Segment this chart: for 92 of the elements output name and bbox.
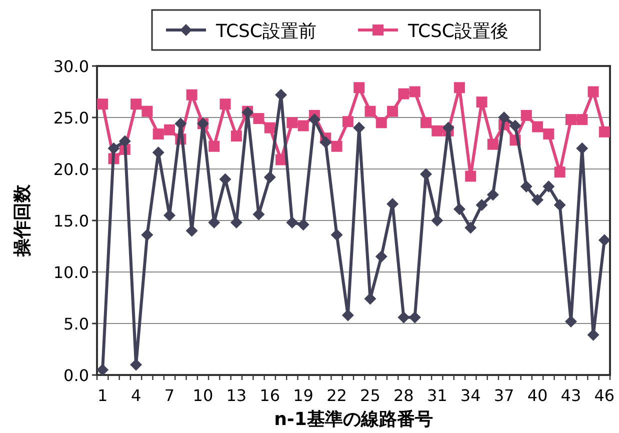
point: [576, 142, 588, 154]
point: [454, 82, 465, 94]
point: [364, 106, 376, 117]
point: [498, 112, 510, 124]
x-tick-label: 13: [226, 386, 247, 405]
y-tick-label: 10.0: [53, 263, 89, 282]
x-tick-label: 10: [192, 386, 214, 405]
point: [532, 194, 544, 206]
point: [375, 250, 388, 263]
point: [130, 358, 142, 371]
x-tick-label: 37: [494, 386, 514, 405]
point: [342, 116, 354, 128]
point: [96, 364, 109, 376]
point: [297, 218, 310, 231]
point: [588, 86, 599, 98]
point: [164, 124, 175, 136]
point: [532, 121, 544, 132]
x-tick-label: 25: [360, 386, 380, 405]
point: [208, 216, 220, 229]
y-tick-label: 5.0: [64, 314, 89, 334]
x-tick-label: 28: [394, 386, 414, 405]
point: [565, 114, 576, 126]
point: [576, 114, 588, 126]
point: [186, 89, 198, 100]
point: [253, 113, 264, 124]
point: [142, 106, 153, 117]
point: [330, 228, 343, 241]
x-tick-label: 22: [326, 386, 347, 405]
point: [152, 128, 164, 140]
x-tick-label: 43: [560, 386, 582, 405]
point: [97, 98, 108, 110]
x-tick-label: 40: [527, 386, 548, 405]
point: [331, 140, 342, 152]
point: [554, 199, 566, 212]
y-axis-title: 操作回数: [12, 184, 33, 258]
point: [542, 180, 555, 193]
point: [353, 122, 366, 134]
point: [208, 140, 220, 152]
point: [453, 203, 466, 216]
point: [464, 222, 477, 234]
point: [264, 171, 276, 184]
x-tick-label: 34: [460, 386, 481, 405]
legend-label: TCSC設置前: [215, 21, 317, 42]
x-tick-label: 1: [97, 386, 108, 405]
point: [554, 166, 566, 178]
point: [509, 120, 522, 132]
point: [230, 216, 242, 229]
point: [476, 96, 488, 108]
point: [476, 199, 488, 212]
point: [487, 138, 498, 150]
point: [342, 309, 354, 322]
x-tick-label: 7: [164, 386, 175, 405]
point: [264, 122, 276, 134]
point: [230, 130, 242, 142]
point: [543, 128, 554, 140]
point: [298, 120, 309, 132]
point: [398, 311, 410, 324]
point: [108, 142, 120, 154]
point: [520, 180, 532, 193]
point: [465, 170, 476, 182]
point: [409, 86, 420, 98]
x-tick-label: 31: [426, 386, 448, 405]
point: [398, 88, 410, 100]
point: [220, 98, 231, 110]
x-tick-label: 4: [130, 386, 142, 405]
point: [286, 117, 298, 128]
point: [376, 117, 387, 128]
point: [598, 126, 610, 138]
point: [275, 88, 288, 101]
x-tick-label: 16: [260, 386, 280, 405]
y-tick-label: 15.0: [53, 212, 89, 230]
y-tick-label: 30.0: [53, 57, 89, 76]
legend-label: TCSC設置後: [407, 21, 509, 42]
point: [420, 117, 432, 128]
point: [387, 106, 398, 117]
point: [520, 110, 532, 121]
point: [141, 228, 154, 241]
point: [320, 136, 332, 148]
point: [354, 82, 365, 94]
point: [598, 234, 610, 246]
x-axis-title: n-1基準の線路番号: [274, 409, 433, 430]
y-tick-label: 25.0: [53, 108, 89, 128]
y-tick-label: 20.0: [53, 160, 89, 179]
point: [408, 311, 421, 324]
y-tick-label: 0.0: [64, 366, 89, 385]
x-tick-label: 19: [293, 386, 314, 405]
point: [432, 125, 443, 136]
point: [286, 216, 298, 229]
point: [118, 135, 131, 148]
point: [486, 188, 499, 201]
x-tick-label: 46: [594, 386, 615, 405]
point: [130, 98, 142, 110]
